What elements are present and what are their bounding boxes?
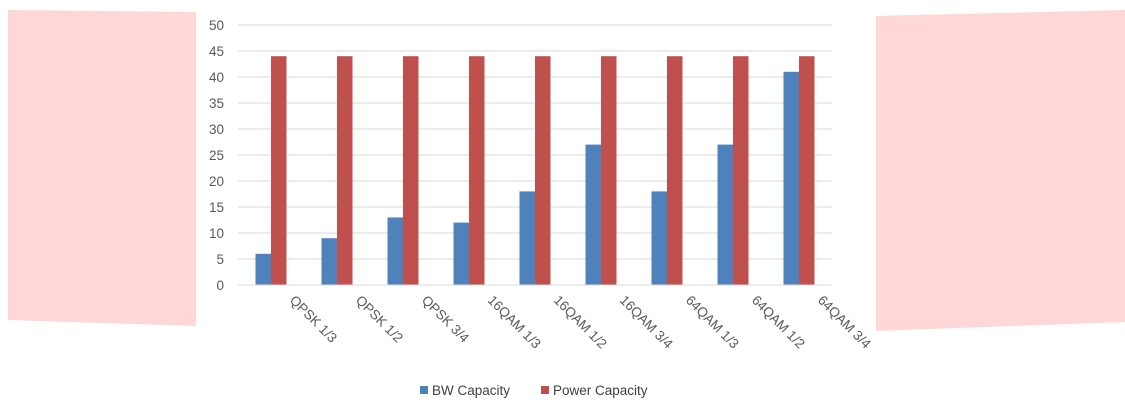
- bar-power-capacity: [403, 56, 419, 286]
- y-tick-label: 40: [209, 70, 224, 85]
- y-tick-label: 20: [209, 174, 224, 189]
- bar-power-capacity: [799, 56, 815, 286]
- bar-bw-capacity: [519, 191, 535, 285]
- bar-bw-capacity: [651, 191, 667, 285]
- bars: [255, 56, 815, 286]
- legend-swatch: [420, 386, 428, 394]
- bar-bw-capacity: [321, 238, 337, 285]
- bar-power-capacity: [667, 56, 683, 286]
- bar-bw-capacity: [387, 217, 403, 285]
- bar-bw-capacity: [453, 222, 469, 285]
- legend-label: BW Capacity: [432, 383, 510, 398]
- bar-bw-capacity: [585, 144, 601, 285]
- y-tick-label: 35: [209, 96, 224, 111]
- bar-power-capacity: [271, 56, 287, 286]
- legend-swatch: [541, 386, 549, 394]
- x-tick-label: 64QAM 1/3: [683, 293, 742, 352]
- bar-power-capacity: [337, 56, 353, 286]
- x-tick-label: 16QAM 1/3: [485, 293, 544, 352]
- x-tick-label: QPSK 3/4: [419, 293, 472, 346]
- bar-bw-capacity: [717, 144, 733, 285]
- bar-power-capacity: [733, 56, 749, 286]
- bar-power-capacity: [601, 56, 617, 286]
- right-decorative-shape: [876, 10, 1125, 331]
- x-axis-tick-labels: QPSK 1/3 QPSK 1/2 QPSK 3/4 16QAM 1/3 16QAM 1…: [287, 293, 874, 352]
- y-tick-label: 25: [209, 148, 224, 163]
- x-tick-label: 16QAM 3/4: [617, 293, 676, 352]
- legend-label: Power Capacity: [553, 383, 648, 398]
- x-tick-label: 64QAM 3/4: [815, 293, 874, 352]
- y-tick-label: 50: [209, 18, 224, 33]
- x-tick-label: 64QAM 1/2: [749, 293, 808, 352]
- bar-bw-capacity: [783, 71, 799, 285]
- bar-bw-capacity: [255, 253, 271, 285]
- x-tick-label: QPSK 1/3: [287, 293, 340, 346]
- legend: BW Capacity Power Capacity: [420, 383, 648, 398]
- left-decorative-shape: [8, 10, 196, 326]
- y-tick-label: 5: [216, 252, 224, 267]
- y-tick-label: 15: [209, 200, 224, 215]
- y-axis-tick-labels: 0 5 10 15 20 25 30 35 40 45 50: [209, 18, 224, 293]
- bar-power-capacity: [535, 56, 551, 286]
- bar-power-capacity: [469, 56, 485, 286]
- x-tick-label: 16QAM 1/2: [551, 293, 610, 352]
- x-tick-label: QPSK 1/2: [353, 293, 406, 346]
- y-tick-label: 45: [209, 44, 224, 59]
- y-tick-label: 0: [216, 278, 224, 293]
- y-tick-label: 10: [209, 226, 224, 241]
- y-tick-label: 30: [209, 122, 224, 137]
